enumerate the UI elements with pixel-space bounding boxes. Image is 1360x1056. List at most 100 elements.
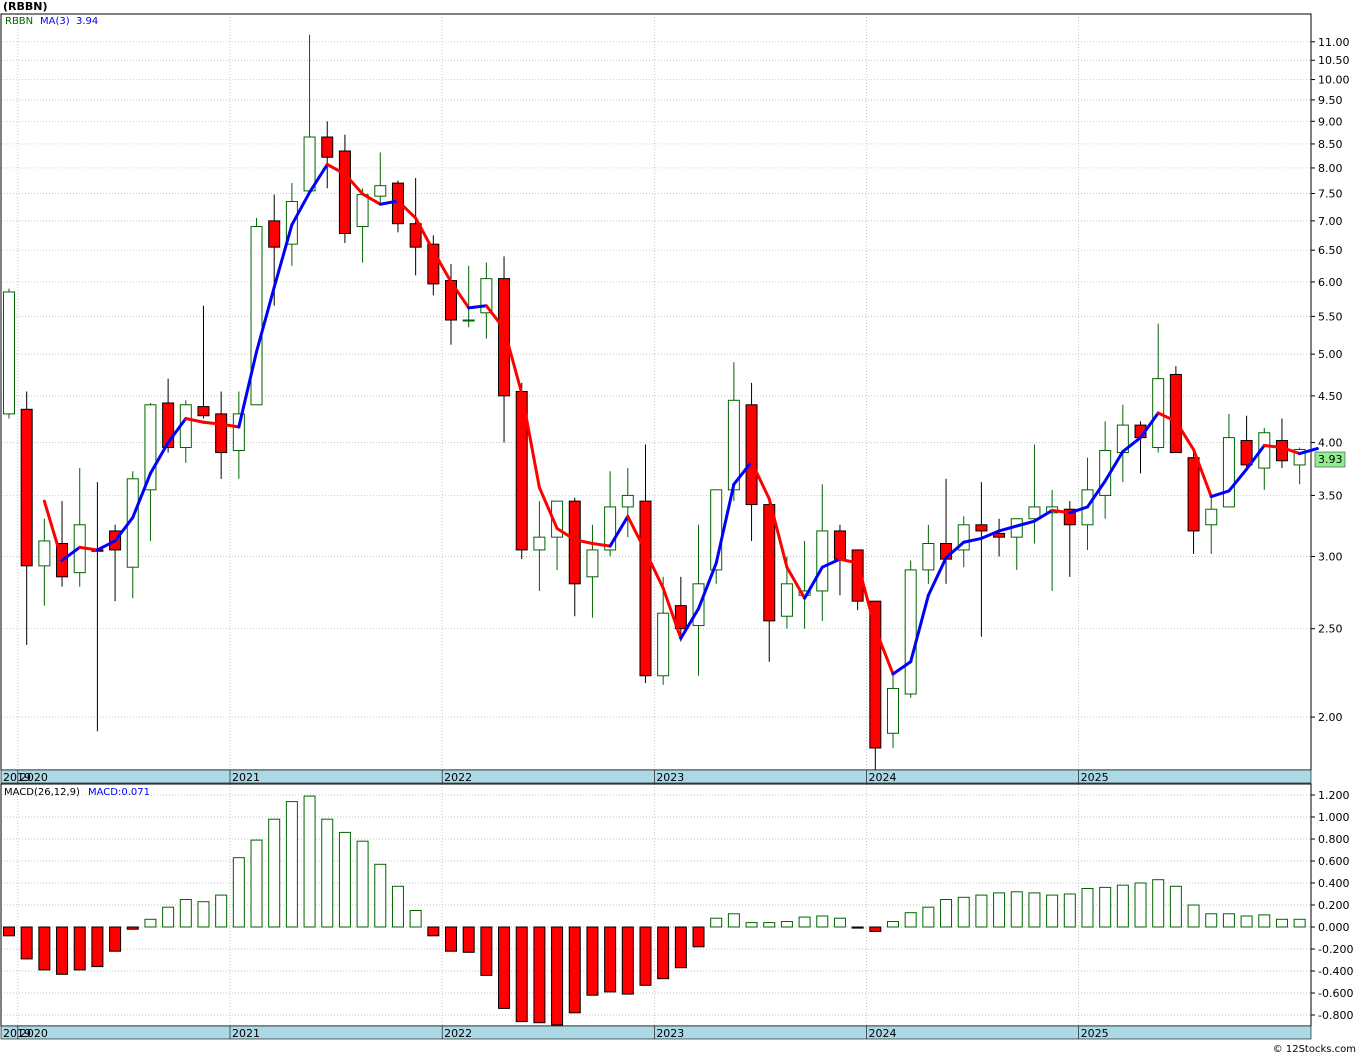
macd-bar bbox=[338, 831, 351, 928]
candle-body bbox=[869, 600, 882, 749]
ma-segment bbox=[608, 514, 630, 548]
macd-bar bbox=[1010, 891, 1023, 928]
price-candles bbox=[3, 34, 1306, 770]
ma-segment bbox=[343, 172, 365, 196]
price-y-tick-label: 4.50 bbox=[1318, 390, 1343, 403]
candle-body bbox=[1187, 457, 1200, 532]
macd-bar bbox=[1028, 892, 1041, 928]
ma-segment bbox=[184, 417, 205, 424]
candle-body bbox=[922, 543, 935, 571]
macd-bar bbox=[515, 926, 528, 1023]
ma-segment bbox=[378, 199, 400, 206]
price-x-tick-label: 2022 bbox=[444, 771, 472, 784]
macd-bar bbox=[763, 922, 776, 928]
macd-bar bbox=[639, 926, 652, 986]
macd-y-tick-label: 1.000 bbox=[1318, 811, 1350, 824]
macd-bar bbox=[1222, 913, 1235, 928]
candle-body bbox=[887, 687, 899, 734]
ma-segment bbox=[467, 304, 488, 310]
price-y-axis: 2.00 2.50 3.00 3.50 4.00 4.50 5.00 5.50 6.00 6.50… bbox=[1311, 36, 1350, 724]
ma-segment bbox=[926, 556, 948, 597]
ma-segment bbox=[201, 420, 223, 426]
ma-segment bbox=[1280, 446, 1302, 456]
macd-bar bbox=[940, 899, 953, 928]
candle-body bbox=[1063, 508, 1076, 526]
candle-body bbox=[374, 185, 387, 197]
candle-body bbox=[604, 506, 617, 551]
ma-segment bbox=[166, 417, 188, 445]
macd-bar bbox=[374, 863, 387, 928]
macd-bar bbox=[869, 926, 882, 932]
ma-segment bbox=[60, 545, 82, 562]
candle-body bbox=[533, 536, 546, 551]
ma-segment bbox=[962, 536, 983, 544]
candle-body bbox=[639, 500, 652, 677]
ma-segment bbox=[113, 516, 135, 543]
macd-bar bbox=[551, 926, 564, 1026]
candle-body bbox=[621, 494, 634, 508]
price-y-tick-label: 10.00 bbox=[1318, 74, 1350, 87]
ma-segment bbox=[325, 163, 347, 176]
candle-body bbox=[586, 549, 599, 578]
macd-x-tick-label: 2024 bbox=[868, 1027, 896, 1040]
ma-segment bbox=[697, 561, 718, 611]
ma-segment bbox=[1015, 519, 1036, 528]
macd-bar bbox=[427, 926, 440, 937]
macd-y-tick-label: 0.000 bbox=[1318, 921, 1350, 934]
candle-body bbox=[727, 399, 740, 491]
macd-bar bbox=[179, 899, 192, 928]
macd-bar bbox=[1187, 904, 1200, 928]
macd-bar bbox=[1046, 894, 1059, 928]
macd-bar bbox=[3, 926, 15, 937]
price-y-tick-label: 6.50 bbox=[1318, 244, 1343, 257]
macd-x-tick-label: 2021 bbox=[232, 1027, 260, 1040]
ma-segment bbox=[1209, 489, 1231, 499]
candle-body bbox=[197, 406, 210, 417]
price-y-tick-label: 5.00 bbox=[1318, 348, 1343, 361]
macd-bar bbox=[533, 926, 546, 1024]
price-y-tick-label: 5.50 bbox=[1318, 310, 1343, 323]
price-y-tick-label: 4.00 bbox=[1318, 437, 1343, 450]
price-y-tick-label: 7.50 bbox=[1318, 188, 1343, 201]
macd-bar bbox=[904, 912, 917, 928]
last-price-label: 3.93 bbox=[1318, 453, 1343, 466]
ma-segment bbox=[255, 285, 276, 354]
macd-label: MACD(26,12,9) bbox=[4, 787, 80, 798]
macd-bar bbox=[604, 926, 617, 993]
candle-body bbox=[162, 402, 175, 449]
price-y-tick-label: 9.00 bbox=[1318, 115, 1343, 128]
ma-segment bbox=[909, 593, 930, 664]
macd-bar bbox=[780, 921, 793, 928]
candle-body bbox=[816, 530, 829, 592]
macd-x-tick-label: 2023 bbox=[656, 1027, 684, 1040]
candle-body bbox=[1169, 373, 1182, 454]
price-y-tick-label: 3.00 bbox=[1318, 550, 1343, 563]
candle-body bbox=[763, 504, 776, 622]
macd-y-tick-label: -0.800 bbox=[1318, 1009, 1353, 1022]
macd-value-label: MACD:0.071 bbox=[88, 787, 150, 798]
macd-bar bbox=[250, 839, 263, 928]
candle-body bbox=[232, 413, 245, 452]
macd-y-axis: -0.800 -0.600 -0.400 -0.200 0.000 0.200 0.400 0… bbox=[1311, 789, 1353, 1022]
legend-ma-value: 3.94 bbox=[76, 16, 98, 27]
ma-segment bbox=[219, 422, 241, 429]
macd-bar bbox=[710, 917, 723, 928]
candle-body bbox=[3, 291, 15, 415]
candle-body bbox=[409, 223, 422, 248]
macd-bar bbox=[1063, 893, 1076, 928]
ma-segment bbox=[573, 538, 594, 546]
macd-bar bbox=[957, 896, 970, 928]
candle-body bbox=[356, 194, 369, 228]
macd-bar bbox=[798, 916, 811, 928]
macd-bar bbox=[1205, 913, 1218, 928]
ma-segment bbox=[714, 482, 736, 565]
ma-segment bbox=[42, 499, 64, 562]
macd-y-tick-label: -0.200 bbox=[1318, 943, 1353, 956]
macd-y-tick-label: -0.400 bbox=[1318, 965, 1353, 978]
macd-bars bbox=[3, 795, 1306, 1026]
price-y-tick-label: 3.50 bbox=[1318, 489, 1343, 502]
ma-segment bbox=[590, 542, 612, 548]
macd-bar bbox=[445, 926, 457, 952]
price-y-tick-label: 2.50 bbox=[1318, 623, 1343, 636]
macd-bar bbox=[73, 926, 86, 971]
